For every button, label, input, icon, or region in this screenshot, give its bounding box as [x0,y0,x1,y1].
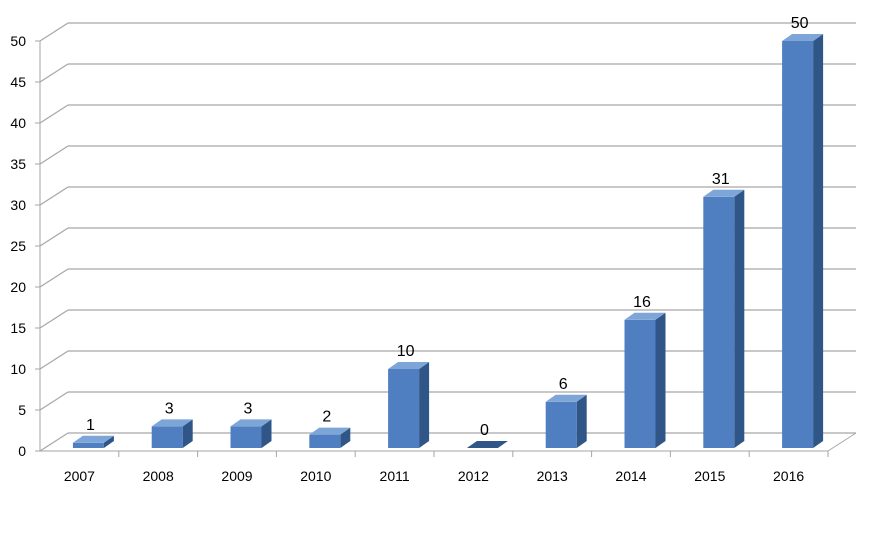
gridline-depth [39,63,69,83]
gridline-depth [39,391,69,411]
data-label: 1 [86,417,95,434]
bar-side [419,362,430,448]
bar-2008 [151,419,193,448]
bars [72,34,824,449]
data-label: 50 [791,15,809,32]
data-label: 3 [165,400,174,417]
data-label: 16 [633,294,651,311]
x-tick-label: 2009 [221,468,252,484]
data-labels: 1 3 3 2 10 0 6 16 31 50 [86,15,809,439]
floor-right-edge [827,432,857,452]
bar-top [151,419,193,427]
y-tick-label: 15 [10,320,26,336]
bar-side [734,189,745,449]
bar-side [182,419,193,448]
bar-2016 [782,34,824,448]
bar-side [576,394,587,448]
y-tick-label: 35 [10,156,26,172]
x-tick-label: 2008 [143,468,174,484]
bar-top [703,189,745,197]
bar-top [230,419,272,427]
bar-side [655,312,666,448]
bar-front [230,426,262,448]
bar-top [72,435,114,443]
bar-front [388,369,420,448]
data-label: 3 [244,400,253,417]
y-tick-label: 45 [10,74,26,90]
bar-front [782,41,814,448]
bar-2009 [230,419,272,448]
bar-top [466,441,508,448]
gridline-depth [39,432,69,452]
data-label: 0 [480,422,489,439]
bar-front [545,401,577,448]
bar-top [782,34,824,41]
gridline-depth [39,22,69,42]
gridline-depth [39,104,69,124]
bar-top [388,362,430,369]
data-label: 6 [559,376,568,393]
bar-2013 [545,394,587,448]
gridline-depth [39,186,69,206]
bar-side [261,419,272,448]
y-tick-label: 30 [10,197,26,213]
x-tick-label: 2014 [615,468,646,484]
x-tick-label: 2016 [773,468,804,484]
bar-top [309,427,351,435]
bar-front [309,434,341,448]
data-label: 2 [322,409,331,426]
x-tick-label: 2015 [694,468,725,484]
bar-top [624,312,666,320]
bar-side [340,427,351,448]
x-axis-ticks: 2007 2008 2009 2010 2011 2012 2013 2014 2015 2016 [64,451,829,484]
x-tick-label: 2012 [458,468,489,484]
gridline-depth [39,309,69,329]
bar-2012 [466,441,508,448]
y-tick-label: 40 [10,115,26,131]
data-label: 10 [397,343,415,360]
y-tick-label: 10 [10,361,26,377]
bar-side [813,34,824,448]
bar-side [103,435,114,448]
gridline-depth [39,268,69,288]
bar-2007 [72,435,114,448]
y-tick-label: 0 [18,443,26,459]
bar-front [703,196,735,448]
bar-front [151,426,183,448]
bar-2010 [309,427,351,448]
bar-front [72,442,104,448]
bar-2015 [703,189,745,449]
y-tick-label: 5 [18,402,26,418]
x-tick-label: 2007 [64,468,95,484]
data-label: 31 [712,171,730,188]
x-tick-label: 2010 [300,468,331,484]
bar-top [545,394,587,402]
y-axis-ticks: 0 5 10 15 20 25 30 35 40 45 50 [10,33,40,459]
bar-front [624,319,656,448]
bar-2011 [388,362,430,448]
x-tick-label: 2013 [537,468,568,484]
y-tick-label: 20 [10,279,26,295]
gridline-depth [39,227,69,247]
gridline-depth [39,145,69,165]
bar-2014 [624,312,666,448]
gridline-depth [39,350,69,370]
y-tick-label: 50 [10,33,26,49]
y-tick-label: 25 [10,238,26,254]
x-tick-label: 2011 [380,468,410,484]
